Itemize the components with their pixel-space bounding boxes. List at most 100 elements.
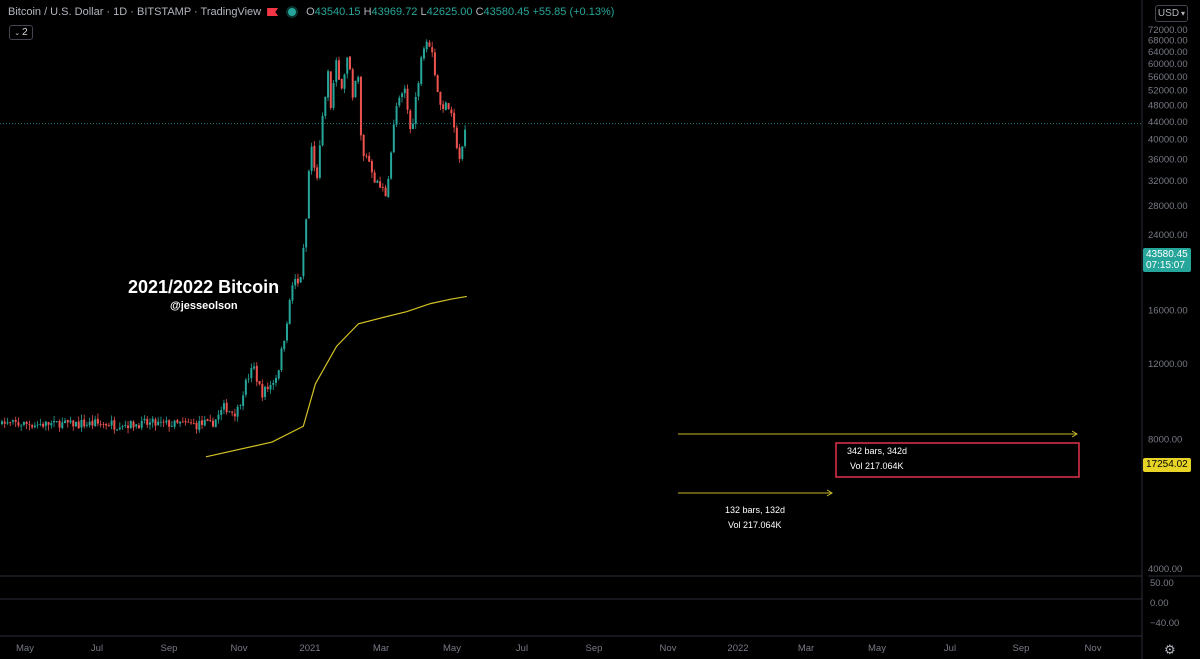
x-tick-label: Mar — [373, 643, 389, 654]
candle-body — [39, 424, 42, 425]
candle-body — [143, 418, 146, 421]
indicator-tick-label: −40.00 — [1150, 618, 1179, 629]
annotation-title[interactable]: 2021/2022 Bitcoin — [128, 277, 280, 297]
candle-body — [310, 146, 313, 171]
candle-body — [357, 77, 360, 82]
candle-body — [140, 420, 143, 428]
candle-body — [458, 147, 461, 159]
candle-body — [9, 421, 12, 423]
candle-body — [447, 103, 450, 109]
high-label: H — [363, 6, 372, 18]
candle-body — [327, 71, 330, 98]
candle-body — [138, 425, 140, 429]
indicator-tick-label: 50.00 — [1150, 578, 1174, 589]
candle-body — [83, 419, 86, 427]
candle-body — [381, 187, 384, 188]
y-tick-label: 28000.00 — [1148, 201, 1188, 212]
candle-body — [72, 420, 75, 427]
market-status-icon — [288, 8, 297, 16]
candle-body — [428, 42, 431, 47]
candle-body — [387, 178, 390, 198]
candle-body — [102, 424, 105, 425]
moving-average-line — [205, 295, 467, 458]
candle-body — [110, 420, 113, 426]
candle-body — [321, 115, 324, 146]
y-tick-label: 44000.00 — [1148, 117, 1188, 128]
symbol-title[interactable]: Bitcoin / U.S. Dollar · 1D · BITSTAMP · … — [8, 6, 262, 18]
legend-toggle-button[interactable]: ⌄ 2 — [9, 25, 33, 40]
currency-button[interactable]: USD ▾ — [1155, 5, 1188, 22]
candle-body — [42, 423, 45, 427]
candle-body — [173, 420, 176, 427]
y-tick-label: 24000.00 — [1148, 230, 1188, 241]
candle-body — [157, 421, 160, 425]
candle-body — [192, 423, 195, 424]
measure-arrow-long-head — [1071, 430, 1078, 438]
candle-body — [231, 411, 234, 413]
candle-body — [324, 96, 327, 116]
candle-body — [307, 171, 310, 219]
candle-body — [124, 425, 127, 426]
candle-body — [250, 368, 253, 379]
candle-body — [285, 323, 288, 341]
gear-icon[interactable]: ⚙ — [1164, 642, 1176, 657]
measure-vol-long: Vol 217.064K — [850, 461, 904, 471]
flag-icon[interactable] — [267, 8, 279, 16]
candle-body — [316, 167, 319, 179]
x-tick-label: Jul — [91, 643, 103, 654]
y-tick-label: 16000.00 — [1148, 305, 1188, 316]
bar-countdown: 07:15:07 — [1146, 260, 1185, 271]
candle-body — [80, 419, 83, 428]
candle-body — [58, 420, 61, 428]
candle-body — [6, 422, 9, 424]
candle-body — [354, 80, 357, 98]
measure-box[interactable] — [835, 442, 1080, 478]
candle-body — [85, 424, 88, 426]
low-value: 42625.00 — [426, 6, 473, 18]
candle-body — [121, 426, 124, 428]
candle-body — [431, 47, 434, 53]
candle-body — [335, 60, 338, 83]
candle-body — [422, 48, 425, 59]
candle-body — [368, 155, 371, 162]
y-tick-label: 52000.00 — [1148, 86, 1188, 97]
candle-body — [25, 422, 28, 425]
chevron-down-icon: ⌄ — [14, 29, 21, 37]
candle-body — [239, 405, 242, 407]
ma-price-tag: 17254.02 — [1143, 458, 1191, 472]
candle-body — [222, 403, 225, 410]
candle-body — [461, 146, 464, 159]
candle-body — [201, 420, 204, 425]
candle-body — [346, 57, 349, 74]
candle-body — [348, 56, 351, 70]
candle-body — [11, 420, 14, 422]
y-tick-label: 4000.00 — [1148, 564, 1182, 575]
x-tick-label: Jul — [516, 643, 528, 654]
candle-body — [44, 421, 47, 427]
candle-body — [340, 79, 343, 89]
candle-body — [107, 425, 110, 427]
candle-body — [362, 134, 365, 157]
candle-body — [255, 365, 258, 382]
y-tick-label: 72000.00 — [1148, 25, 1188, 36]
candle-body — [302, 247, 305, 277]
candle-body — [116, 429, 119, 431]
candle-body — [105, 423, 108, 426]
candle-body — [395, 106, 398, 125]
y-tick-label: 36000.00 — [1148, 154, 1188, 165]
candle-body — [176, 419, 179, 423]
annotation-handle[interactable]: @jesseolson — [170, 300, 238, 312]
close-value: 43580.45 +55.85 (+0.13%) — [483, 6, 615, 18]
candle-body — [69, 420, 72, 423]
candle-body — [247, 378, 250, 380]
x-tick-label: Jul — [944, 643, 956, 654]
candle-body — [359, 76, 362, 136]
candle-body — [409, 110, 412, 130]
x-tick-label: May — [443, 643, 461, 654]
currency-label: USD — [1157, 8, 1180, 19]
candle-body — [94, 419, 97, 427]
candle-body — [187, 421, 190, 423]
candle-body — [129, 420, 132, 428]
